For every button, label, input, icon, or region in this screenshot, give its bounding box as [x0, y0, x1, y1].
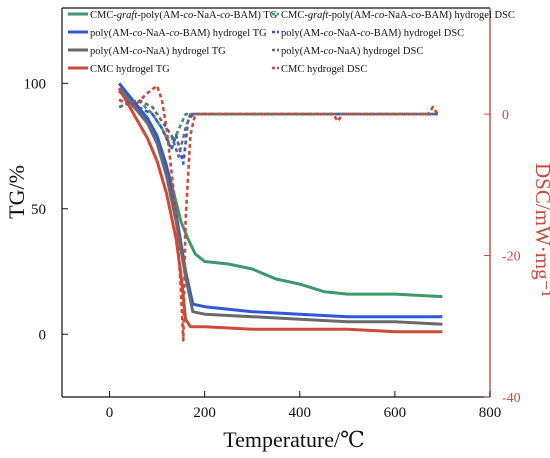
series-line-cmc_tg [117, 87, 443, 334]
y-left-tick-label: 0 [39, 327, 47, 343]
legend-label-poly_naa_dsc: poly(AM-co-NaA) hydrogel DSC [281, 46, 423, 57]
x-tick-label: 600 [384, 405, 407, 421]
series-layer [117, 82, 443, 342]
series-line-cmc_dsc [118, 84, 439, 342]
y-axis-right-label: DSC/mW·mg⁻¹ [531, 163, 550, 297]
series-line-poly_bam_dsc [118, 98, 438, 165]
legend: CMC-graft-poly(AM-co-NaA-co-BAM) TG CMC-g… [68, 10, 515, 75]
legend-label-cmc_graft_dsc: CMC-graft-poly(AM-co-NaA-co-BAM) hydroge… [281, 10, 515, 21]
series-line-poly_naa_dsc [118, 98, 438, 158]
series-line-poly_naa_tg [118, 89, 443, 326]
y-axis-left-label: TG/% [4, 165, 29, 219]
axes-layer: 0 200 400 600 800 0 50 100 0 -20 -40 [24, 7, 521, 421]
y-left-tick-label: 100 [24, 76, 47, 92]
y-left-tick-label: 50 [31, 202, 46, 218]
series-line-cmc_graft_dsc [118, 98, 438, 144]
legend-label-poly_bam_tg: poly(AM-co-NaA-co-BAM) hydrogel TG [90, 28, 267, 39]
x-tick-label: 800 [479, 405, 502, 421]
legend-label-poly_bam_dsc: poly(AM-co-NaA-co-BAM) hydrogel DSC [281, 28, 464, 39]
y-right-tick-label: -40 [502, 391, 521, 406]
x-tick-label: 400 [289, 405, 312, 421]
legend-label-cmc_dsc: CMC hydrogel DSC [281, 64, 367, 75]
y-right-tick-label: 0 [502, 108, 509, 123]
legend-label-cmc_graft_tg: CMC-graft-poly(AM-co-NaA-co-BAM) TG [90, 10, 278, 21]
x-tick-label: 200 [193, 405, 216, 421]
y-right-tick-label: -20 [502, 250, 521, 265]
x-tick-label: 0 [106, 405, 114, 421]
x-axis-label: Temperature/℃ [223, 427, 365, 452]
legend-label-poly_naa_tg: poly(AM-co-NaA) hydrogel TG [90, 46, 226, 57]
legend-label-cmc_tg: CMC hydrogel TG [90, 64, 170, 75]
